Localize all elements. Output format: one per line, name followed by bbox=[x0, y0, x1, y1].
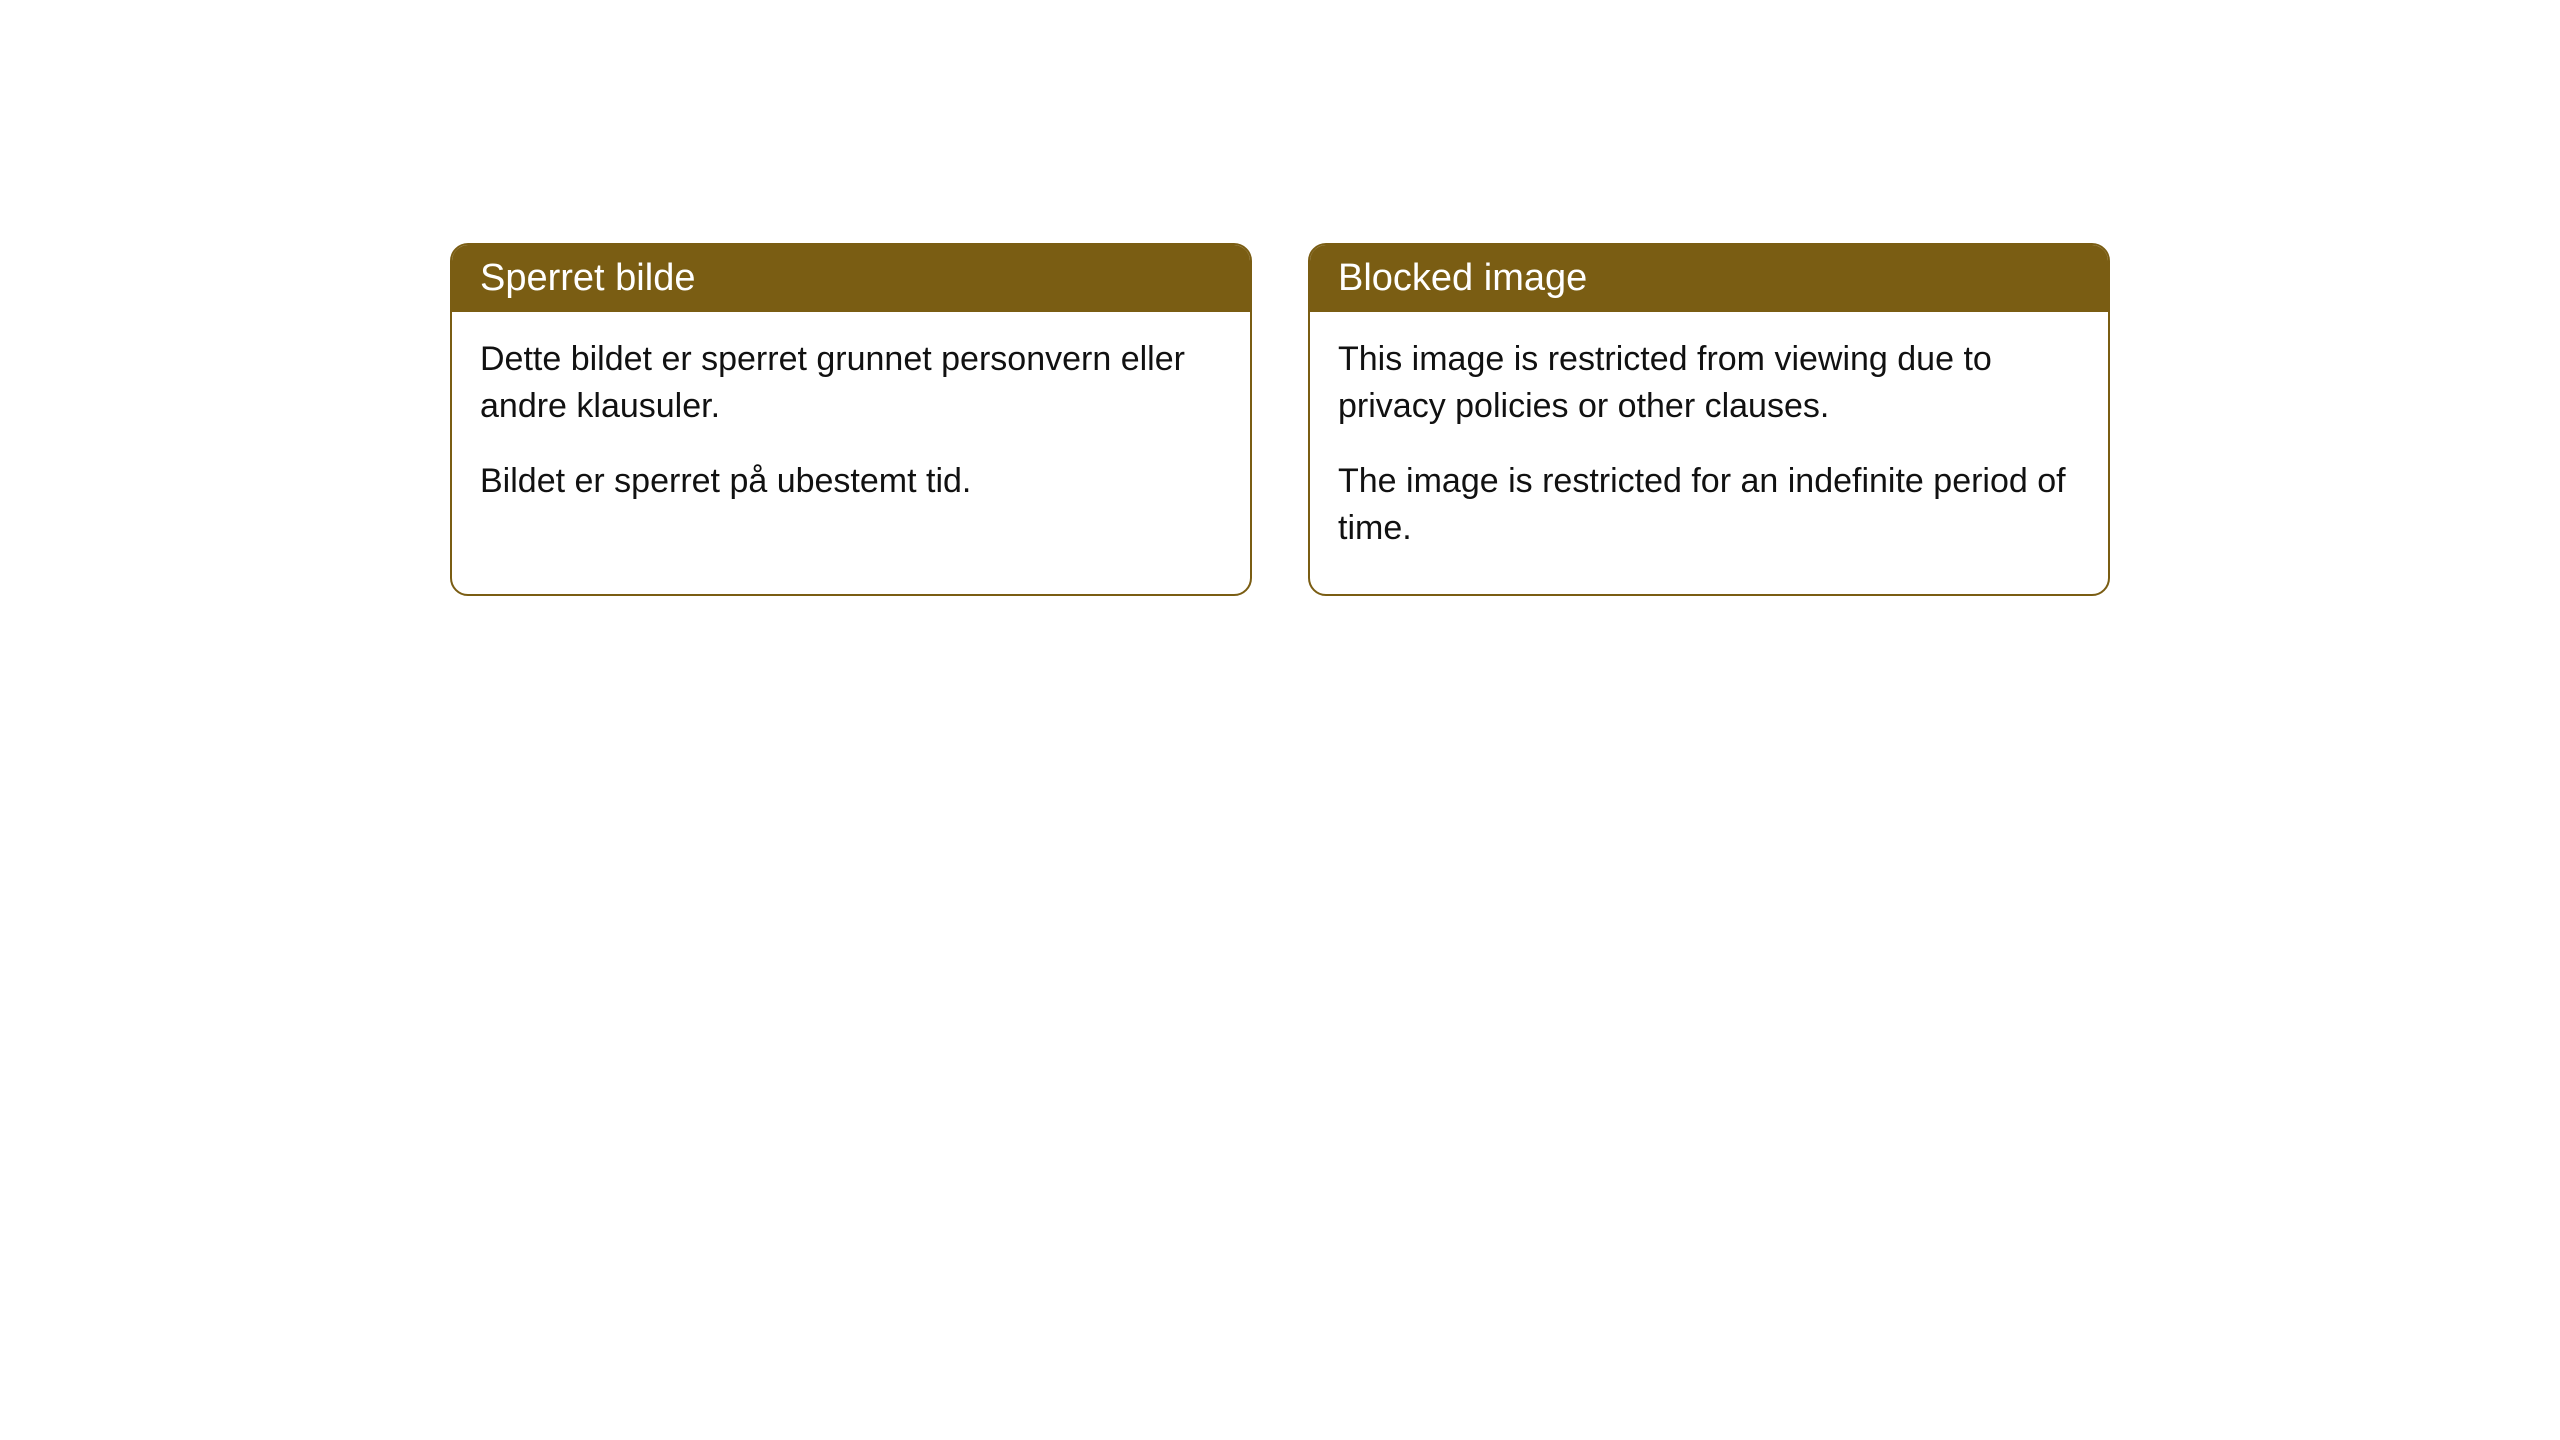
notice-card-norwegian: Sperret bilde Dette bildet er sperret gr… bbox=[450, 243, 1252, 596]
card-paragraph: Bildet er sperret på ubestemt tid. bbox=[480, 458, 1222, 505]
notice-card-english: Blocked image This image is restricted f… bbox=[1308, 243, 2110, 596]
card-paragraph: Dette bildet er sperret grunnet personve… bbox=[480, 336, 1222, 430]
card-header-english: Blocked image bbox=[1310, 245, 2108, 312]
card-paragraph: The image is restricted for an indefinit… bbox=[1338, 458, 2080, 552]
card-paragraph: This image is restricted from viewing du… bbox=[1338, 336, 2080, 430]
card-title: Sperret bilde bbox=[480, 257, 695, 299]
card-body-english: This image is restricted from viewing du… bbox=[1310, 312, 2108, 594]
notice-cards-container: Sperret bilde Dette bildet er sperret gr… bbox=[450, 243, 2110, 596]
card-title: Blocked image bbox=[1338, 257, 1587, 299]
card-header-norwegian: Sperret bilde bbox=[452, 245, 1250, 312]
card-body-norwegian: Dette bildet er sperret grunnet personve… bbox=[452, 312, 1250, 547]
